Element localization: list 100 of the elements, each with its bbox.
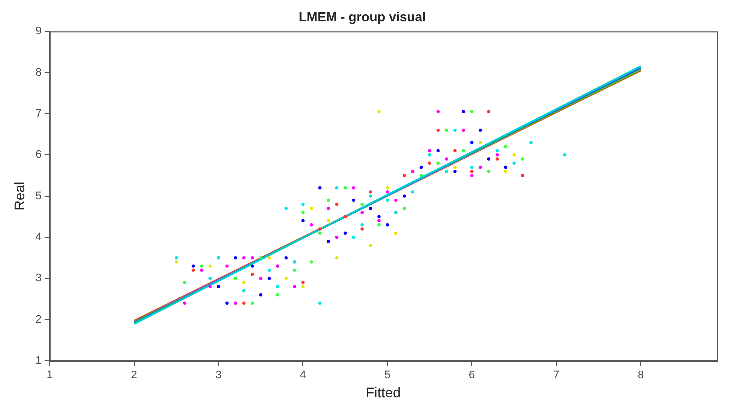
- y-tick-label: 4: [36, 232, 42, 244]
- point: [369, 194, 372, 198]
- point: [268, 268, 272, 272]
- point: [242, 256, 246, 260]
- point: [436, 162, 440, 165]
- point: [436, 128, 440, 132]
- point: [259, 277, 263, 280]
- x-tick-label: 6: [469, 370, 476, 382]
- point: [250, 272, 254, 276]
- x-tick-label: 8: [638, 370, 644, 382]
- y-tick-label: 5: [36, 190, 42, 202]
- point: [487, 170, 491, 174]
- point: [470, 141, 474, 144]
- point: [462, 149, 466, 153]
- point: [470, 166, 474, 170]
- point: [192, 268, 196, 272]
- point: [200, 264, 204, 268]
- point: [496, 158, 500, 161]
- point: [411, 190, 415, 194]
- point: [420, 166, 424, 170]
- point: [378, 224, 381, 227]
- point: [478, 166, 482, 170]
- point: [183, 302, 187, 305]
- point: [445, 170, 448, 174]
- x-tick-label: 5: [384, 370, 391, 382]
- point: [276, 294, 280, 297]
- point: [242, 302, 246, 305]
- point: [496, 149, 500, 153]
- point: [436, 110, 440, 114]
- x-tick-label: 1: [46, 370, 53, 382]
- point: [462, 110, 466, 114]
- point: [268, 256, 272, 260]
- point: [428, 149, 432, 153]
- point: [192, 264, 196, 268]
- point: [402, 207, 406, 210]
- y-tick-label: 8: [36, 66, 42, 79]
- point: [250, 256, 254, 260]
- point: [208, 285, 212, 288]
- point: [344, 232, 348, 235]
- point: [360, 211, 364, 214]
- point: [326, 207, 330, 210]
- y-axis-title: Real: [11, 182, 28, 211]
- point: [478, 128, 482, 132]
- point: [378, 219, 381, 223]
- point: [344, 215, 348, 218]
- point: [302, 211, 305, 214]
- point: [402, 194, 406, 198]
- point: [402, 174, 406, 178]
- y-tick-label: 7: [36, 108, 42, 120]
- point: [445, 158, 448, 161]
- x-tick-label: 4: [300, 370, 306, 382]
- point: [386, 186, 390, 190]
- point: [284, 256, 288, 260]
- point: [394, 232, 398, 235]
- point: [470, 174, 474, 178]
- point: [352, 186, 356, 190]
- point: [326, 219, 330, 223]
- point: [454, 166, 457, 170]
- point: [242, 289, 246, 293]
- point: [487, 110, 491, 114]
- point: [360, 228, 364, 231]
- point: [386, 224, 390, 227]
- point: [335, 256, 339, 260]
- point: [504, 145, 508, 148]
- point: [378, 215, 381, 218]
- point: [504, 170, 508, 174]
- point: [326, 198, 330, 202]
- point: [284, 207, 288, 210]
- point: [335, 236, 339, 240]
- y-tick-label: 3: [36, 272, 42, 285]
- chart-title: LMEM - group visual: [298, 9, 426, 24]
- point: [276, 285, 280, 288]
- point: [242, 281, 246, 284]
- point: [226, 264, 229, 268]
- point: [436, 149, 440, 153]
- y-tick-label: 6: [36, 149, 42, 162]
- point: [420, 174, 424, 178]
- point: [369, 244, 372, 248]
- x-tick-label: 2: [131, 370, 138, 382]
- y-tick-label: 9: [36, 26, 42, 38]
- point: [326, 240, 330, 244]
- point: [344, 186, 348, 190]
- point: [386, 190, 390, 194]
- point: [521, 174, 524, 178]
- point: [360, 224, 364, 227]
- point: [352, 236, 356, 240]
- point: [360, 202, 364, 206]
- point: [284, 277, 288, 280]
- point: [318, 232, 322, 235]
- point: [512, 154, 516, 157]
- point: [268, 277, 272, 280]
- x-tick-label: 7: [554, 370, 560, 382]
- x-tick-label: 3: [216, 370, 222, 382]
- point: [310, 207, 314, 210]
- point: [470, 110, 474, 114]
- point: [250, 264, 254, 268]
- point: [318, 228, 322, 231]
- point: [478, 141, 482, 144]
- point: [183, 281, 187, 284]
- point: [226, 302, 229, 305]
